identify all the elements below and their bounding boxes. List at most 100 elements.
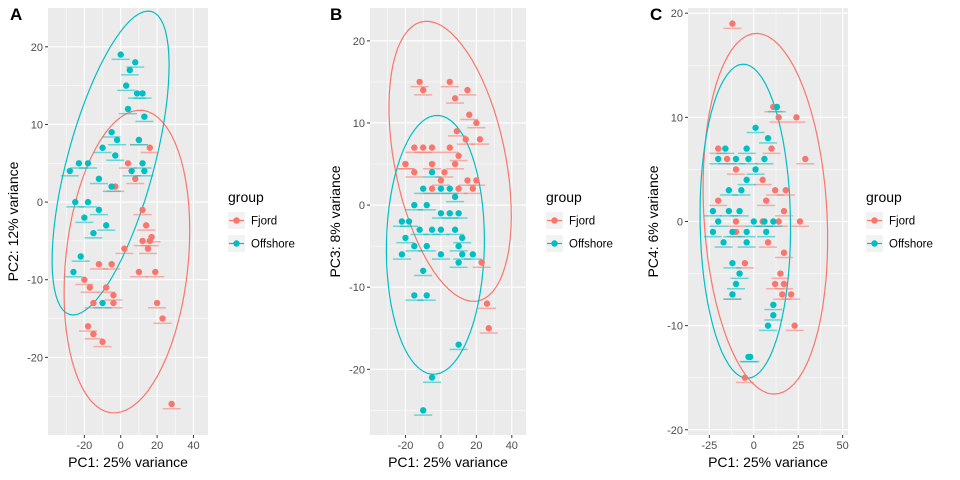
plot-background bbox=[48, 8, 208, 435]
data-point-fjord bbox=[483, 300, 491, 307]
sample-label bbox=[405, 176, 424, 178]
sample-label bbox=[75, 283, 94, 286]
sample-label bbox=[423, 168, 442, 170]
y-tick-label: -10 bbox=[349, 282, 365, 294]
data-point-offshore bbox=[128, 167, 135, 175]
panel-tag: A bbox=[10, 5, 22, 24]
sample-label bbox=[396, 241, 415, 244]
sample-label bbox=[449, 266, 468, 269]
data-point-offshore bbox=[113, 136, 121, 144]
sample-label bbox=[767, 110, 786, 113]
sample-label bbox=[764, 308, 783, 311]
confidence-ellipse-offshore bbox=[699, 63, 792, 379]
sample-label bbox=[723, 27, 742, 30]
data-point-fjord bbox=[729, 20, 736, 27]
sample-label bbox=[133, 167, 152, 169]
data-point-offshore bbox=[709, 228, 717, 236]
data-point-offshore bbox=[763, 228, 770, 236]
sample-label bbox=[727, 225, 745, 227]
sample-label bbox=[472, 266, 491, 269]
data-point-offshore bbox=[95, 206, 103, 214]
sample-label bbox=[723, 298, 742, 300]
sample-label bbox=[776, 194, 795, 196]
sample-label bbox=[446, 168, 465, 170]
sample-label bbox=[440, 192, 459, 195]
legend-label-fjord: Fjord bbox=[889, 216, 915, 228]
sample-label bbox=[93, 307, 112, 309]
data-point-fjord bbox=[153, 299, 161, 307]
y-tick-label: 20 bbox=[671, 8, 683, 20]
sample-label bbox=[709, 204, 728, 207]
data-point-offshore bbox=[770, 218, 777, 225]
sample-label bbox=[449, 250, 468, 252]
x-tick-label: -25 bbox=[701, 440, 717, 452]
data-point-fjord bbox=[110, 299, 117, 307]
data-point-fjord bbox=[132, 175, 139, 182]
data-point-offshore bbox=[419, 267, 427, 274]
legend-label-fjord: Fjord bbox=[251, 216, 277, 228]
sample-label bbox=[102, 190, 121, 193]
sample-label bbox=[60, 175, 79, 177]
sample-label bbox=[467, 184, 486, 186]
y-tick-label: 20 bbox=[31, 42, 43, 54]
sample-label bbox=[115, 252, 134, 255]
sample-label bbox=[723, 235, 742, 238]
data-point-offshore bbox=[112, 152, 119, 159]
plot-area bbox=[385, 20, 512, 416]
sample-label bbox=[458, 94, 477, 96]
data-point-offshore bbox=[81, 214, 88, 221]
data-point-offshore bbox=[135, 136, 143, 144]
data-point-fjord bbox=[775, 218, 782, 225]
data-point-offshore bbox=[99, 144, 106, 151]
sample-label bbox=[716, 152, 735, 155]
sample-label bbox=[727, 173, 745, 175]
data-point-offshore bbox=[139, 160, 146, 167]
data-point-fjord bbox=[146, 144, 154, 151]
sample-label bbox=[449, 348, 468, 351]
data-point-offshore bbox=[102, 222, 110, 229]
sample-label bbox=[108, 143, 127, 146]
confidence-ellipse-offshore bbox=[51, 10, 170, 316]
data-point-offshore bbox=[761, 218, 768, 225]
data-point-fjord bbox=[121, 245, 128, 252]
sample-label bbox=[414, 192, 433, 195]
data-point-fjord bbox=[102, 284, 110, 291]
sample-label bbox=[791, 225, 809, 227]
sample-label bbox=[732, 194, 751, 196]
data-point-offshore bbox=[750, 218, 757, 225]
data-point-offshore bbox=[446, 210, 453, 217]
x-tick-label: 0 bbox=[438, 440, 444, 452]
sample-label bbox=[111, 58, 130, 61]
sample-label bbox=[102, 136, 121, 138]
data-point-fjord bbox=[84, 323, 92, 330]
data-point-offshore bbox=[141, 113, 148, 120]
sample-label bbox=[410, 85, 429, 88]
data-point-offshore bbox=[437, 226, 445, 233]
data-point-offshore bbox=[117, 51, 124, 58]
data-point-offshore bbox=[761, 155, 768, 163]
sample-label bbox=[79, 330, 97, 332]
sample-label bbox=[410, 233, 429, 236]
data-point-offshore bbox=[77, 253, 84, 260]
data-point-fjord bbox=[146, 237, 154, 245]
sample-label bbox=[771, 277, 790, 280]
sample-label bbox=[730, 277, 749, 280]
sample-label bbox=[140, 244, 159, 247]
sample-label bbox=[719, 215, 738, 217]
data-point-offshore bbox=[745, 353, 752, 361]
sample-label bbox=[479, 332, 498, 334]
sample-label bbox=[405, 299, 424, 301]
sample-label bbox=[122, 175, 141, 177]
sample-label bbox=[446, 102, 465, 104]
sample-label bbox=[769, 121, 788, 123]
x-axis-title: PC1: 25% variance bbox=[388, 454, 508, 470]
data-point-offshore bbox=[729, 291, 736, 298]
sample-label bbox=[737, 152, 756, 155]
data-point-offshore bbox=[95, 175, 103, 182]
data-point-fjord bbox=[791, 322, 798, 329]
sample-label bbox=[71, 260, 90, 262]
sample-label bbox=[93, 345, 112, 348]
y-axis-title: PC2: 12% variance bbox=[5, 161, 21, 281]
data-point-fjord bbox=[782, 187, 789, 194]
data-point-offshore bbox=[451, 193, 459, 201]
